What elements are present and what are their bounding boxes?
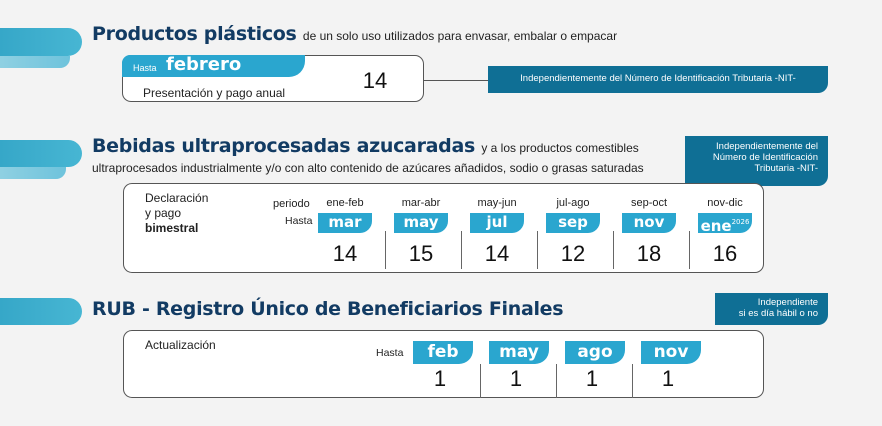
day-value-3: 12 (560, 241, 586, 266)
title-text: Bebidas ultraprocesadas azucaradas (92, 135, 476, 157)
column-divider (632, 364, 633, 398)
section-title-bebidas: Bebidas ultraprocesadas azucaradas y a l… (92, 135, 639, 157)
day-value-1: 1 (509, 366, 523, 391)
banner-line: Tributaria -NIT- (754, 163, 818, 174)
month-tag-ago: ago (565, 341, 625, 364)
periodo-label-3: jul-ago (556, 197, 590, 209)
day-value-2: 14 (484, 241, 510, 266)
day-value-1: 15 (408, 241, 434, 266)
banner-line: Número de Identificación (712, 152, 818, 163)
banner-nit-2: Independientemente del Número de Identif… (685, 136, 828, 186)
accent-bar (0, 298, 82, 325)
day-value-0: 1 (433, 366, 447, 391)
month-tag-nov: nov (641, 341, 701, 364)
column-divider (385, 231, 386, 269)
month-tag-febrero: Hasta febrero (122, 54, 305, 77)
month-tag-mar: mar (318, 213, 372, 233)
accent-bar-sub (0, 167, 66, 179)
month-tag-may: may (489, 341, 549, 364)
declaracion-label: Declaración y pago bimestral (145, 191, 208, 236)
periodo-label: periodo (273, 198, 310, 210)
column-divider (613, 231, 614, 269)
banner-line: Independientemente del (716, 141, 818, 152)
plasticos-subtitle: Presentación y pago anual (143, 86, 286, 100)
hasta-label: Hasta (285, 215, 313, 227)
title-text: Productos plásticos (92, 23, 297, 45)
connector-line (424, 80, 494, 81)
column-divider (537, 231, 538, 269)
title-text: RUB - Registro Único de Beneficiarios Fi… (92, 298, 564, 320)
left-line: Declaración (145, 191, 209, 205)
day-value-4: 18 (636, 241, 662, 266)
banner-line: Independiente (757, 297, 818, 308)
title-rest: de un solo uso utilizados para envasar, … (302, 29, 618, 43)
accent-bar-sub (0, 56, 70, 68)
column-divider (556, 364, 557, 398)
banner-independiente: Independiente si es día hábil o no (715, 293, 828, 325)
hasta-label: Hasta (133, 63, 157, 73)
day-value-3: 1 (661, 366, 675, 391)
month-tag-feb: feb (413, 341, 473, 364)
left-line-bold: bimestral (145, 221, 199, 235)
banner-nit-1: Independientemente del Número de Identif… (488, 66, 828, 93)
periodo-label-2: may-jun (477, 197, 517, 209)
periodo-label-0: ene-feb (326, 197, 364, 209)
day-value-2: 1 (585, 366, 599, 391)
section-title-rub: RUB - Registro Único de Beneficiarios Fi… (92, 298, 564, 320)
banner-line: si es día hábil o no (738, 308, 818, 319)
column-divider (480, 364, 481, 398)
periodo-label-1: mar-abr (401, 197, 441, 209)
month-tag-ene: ene2026 (698, 213, 752, 235)
section-subline: ultraprocesados industrialmente y/o con … (92, 161, 644, 175)
section-title-plasticos: Productos plásticos de un solo uso utili… (92, 23, 617, 45)
banner-text: Independientemente del Número de Identif… (520, 73, 796, 84)
column-divider (689, 231, 690, 269)
month-tag-nov: nov (622, 213, 676, 233)
month-sup: 2026 (731, 218, 750, 226)
title-rest: y a los productos comestibles (481, 141, 639, 155)
accent-bar (0, 28, 82, 56)
hasta-label: Hasta (376, 347, 404, 359)
accent-bar (0, 140, 82, 167)
month-tag-jul: jul (470, 213, 524, 233)
day-value-0: 14 (332, 241, 358, 266)
month-tag-may: may (394, 213, 448, 233)
periodo-label-5: nov-dic (707, 197, 743, 209)
periodo-label-4: sep-oct (630, 197, 668, 209)
month-febrero: febrero (166, 54, 242, 75)
actualizacion-label: Actualización (145, 338, 216, 352)
day-value-5: 16 (712, 241, 738, 266)
left-line: y pago (145, 206, 182, 220)
plasticos-day: 14 (362, 68, 388, 93)
column-divider (461, 231, 462, 269)
month-tag-sep: sep (546, 213, 600, 233)
